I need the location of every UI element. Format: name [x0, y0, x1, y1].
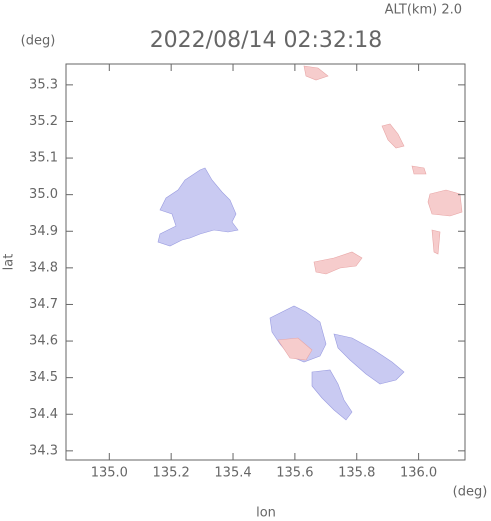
altitude-label: ALT(km) 2.0: [385, 3, 462, 18]
echo-blue: [333, 333, 405, 385]
y-tick-label: 34.7: [29, 297, 58, 312]
echo-pink: [427, 189, 463, 217]
echo-pink: [313, 251, 363, 275]
x-unit: (deg): [453, 485, 488, 500]
echo-pink: [381, 123, 405, 149]
x-axis-label: lon: [256, 506, 276, 521]
x-tick-label: 135.8: [338, 466, 375, 481]
y-unit: (deg): [21, 34, 56, 49]
y-tick-label: 35.2: [29, 114, 58, 129]
y-tick-label: 34.8: [29, 260, 58, 275]
y-tick-label: 35.0: [29, 187, 58, 202]
y-tick-label: 35.3: [29, 77, 58, 92]
echo-pink: [277, 337, 313, 361]
echo-pink: [431, 229, 441, 255]
x-tick-label: 135.2: [153, 466, 190, 481]
x-tick-label: 135.0: [91, 466, 128, 481]
x-tick-label: 135.6: [276, 466, 313, 481]
y-tick-label: 34.3: [29, 443, 58, 458]
y-axis-label: lat: [2, 254, 17, 271]
y-tick-label: 34.9: [29, 224, 58, 239]
chart-title: 2022/08/14 02:32:18: [150, 28, 383, 53]
y-tick-label: 34.6: [29, 334, 58, 349]
echo-regions: [157, 65, 463, 421]
y-tick-label: 35.1: [29, 151, 58, 166]
echo-pink: [303, 65, 329, 81]
echo-blue: [157, 167, 239, 247]
echo-pink: [411, 165, 427, 175]
plot-frame: [65, 63, 466, 461]
echo-blue: [311, 369, 353, 421]
y-tick-label: 34.4: [29, 407, 58, 422]
x-tick-label: 135.4: [214, 466, 251, 481]
x-tick-label: 136.0: [400, 466, 437, 481]
y-tick-label: 34.5: [29, 370, 58, 385]
